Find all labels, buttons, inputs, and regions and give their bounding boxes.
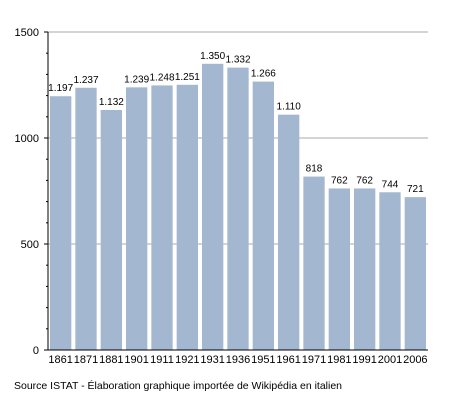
- data-label: 1.110: [277, 102, 302, 113]
- bar: [404, 197, 426, 350]
- x-tick-label: 1871: [74, 354, 98, 366]
- x-tick-label: 1981: [327, 354, 351, 366]
- x-tick-label: 1911: [150, 354, 174, 366]
- data-label: 762: [331, 175, 348, 186]
- x-tick-label: 1971: [302, 354, 326, 366]
- x-tick-label: 1881: [99, 354, 123, 366]
- bar: [75, 87, 97, 351]
- x-tick-label: 2006: [403, 354, 427, 366]
- data-label: 1.266: [251, 69, 276, 80]
- bar: [328, 188, 350, 350]
- x-tick-label: 1921: [175, 354, 199, 366]
- bar: [202, 63, 224, 351]
- data-label: 721: [407, 184, 424, 195]
- x-tick-label: 1861: [48, 354, 72, 366]
- data-label: 1.239: [124, 74, 149, 85]
- source-note: Source ISTAT - Élaboration graphique imp…: [14, 380, 343, 392]
- bar: [176, 84, 198, 351]
- bar: [354, 188, 376, 350]
- data-label: 1.332: [225, 55, 250, 66]
- data-label: 1.251: [175, 72, 200, 83]
- y-tick-label: 0: [33, 345, 39, 357]
- data-label: 1.132: [99, 97, 124, 108]
- data-label: 744: [382, 179, 399, 190]
- x-tick-label: 1901: [124, 354, 148, 366]
- bar: [126, 87, 148, 350]
- bar: [303, 176, 325, 350]
- x-tick-label: 1936: [226, 354, 250, 366]
- x-tick-label: 1951: [251, 354, 275, 366]
- y-tick-label: 1000: [15, 133, 39, 145]
- bar: [379, 192, 401, 350]
- data-label: 762: [356, 175, 373, 186]
- bar: [227, 67, 249, 350]
- data-label: 1.197: [48, 83, 73, 94]
- y-tick-label: 1500: [15, 27, 39, 39]
- bar: [151, 85, 173, 350]
- data-label: 1.248: [149, 72, 174, 83]
- bar: [278, 114, 300, 351]
- data-label: 1.237: [73, 75, 98, 86]
- bar: [252, 81, 274, 350]
- data-label: 1.350: [200, 51, 225, 62]
- x-tick-label: 1991: [352, 354, 376, 366]
- x-tick-label: 1931: [200, 354, 224, 366]
- data-label: 818: [306, 164, 323, 175]
- bar: [50, 96, 72, 351]
- bar: [100, 110, 122, 351]
- x-tick-label: 2001: [378, 354, 402, 366]
- y-tick-label: 500: [21, 239, 39, 251]
- x-tick-label: 1961: [276, 354, 300, 366]
